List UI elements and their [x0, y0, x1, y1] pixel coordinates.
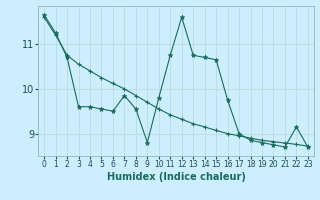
X-axis label: Humidex (Indice chaleur): Humidex (Indice chaleur)	[107, 172, 245, 182]
